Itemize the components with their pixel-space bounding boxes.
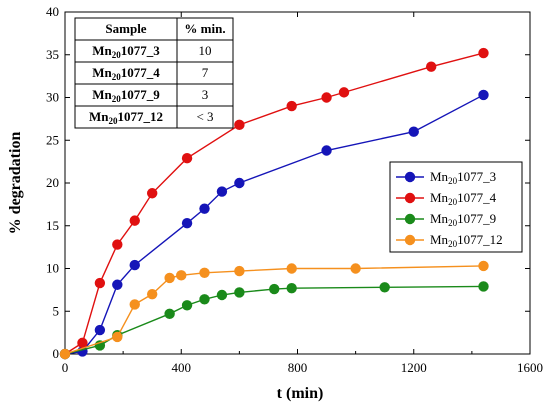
x-tick-label: 1200 — [401, 360, 427, 375]
data-point — [59, 348, 71, 360]
table-value-cell: 3 — [202, 87, 209, 102]
data-point — [199, 203, 210, 214]
y-axis-title: % degradation — [7, 132, 24, 235]
inset-table: Sample % min. Mn201077_3 10 Mn201077_4 7 Mn201… — [74, 17, 234, 129]
y-tick-label: 25 — [46, 132, 59, 147]
legend-label: Mn201077_9 — [430, 211, 496, 228]
data-point — [478, 281, 489, 292]
data-point — [478, 89, 489, 101]
table-sample-cell: Mn201077_3 — [92, 43, 160, 60]
legend-marker — [404, 213, 416, 225]
y-tick-label: 15 — [46, 218, 59, 233]
y-tick-label: 0 — [53, 346, 60, 361]
data-point — [129, 215, 140, 226]
legend-label: Mn201077_4 — [430, 190, 497, 207]
data-point — [234, 265, 245, 277]
table-value-cell: < 3 — [196, 109, 213, 124]
data-point — [199, 267, 210, 278]
y-tick-label: 10 — [46, 261, 59, 276]
data-point — [181, 153, 193, 164]
legend-marker — [404, 192, 416, 204]
table-header-cell: % min. — [184, 21, 225, 36]
data-point — [112, 279, 123, 290]
data-point — [379, 282, 390, 293]
series-line — [64, 265, 484, 355]
data-point — [350, 263, 361, 274]
data-point — [181, 217, 193, 229]
data-point — [338, 87, 350, 98]
data-point — [94, 277, 106, 289]
data-point — [286, 263, 297, 274]
data-point — [216, 186, 228, 197]
data-point — [269, 283, 280, 295]
y-tick-label: 40 — [46, 4, 59, 19]
legend-label: Mn201077_12 — [430, 232, 503, 249]
data-point — [234, 287, 245, 298]
data-point — [94, 324, 106, 336]
x-tick-label: 1600 — [517, 360, 543, 375]
data-point — [478, 260, 489, 272]
y-tick-label: 35 — [46, 47, 59, 62]
data-point — [234, 119, 245, 131]
data-point — [176, 270, 187, 281]
table-header-cell: Sample — [105, 21, 146, 36]
table-sample-cell: Mn201077_12 — [89, 109, 163, 126]
series-1077_9 — [59, 281, 489, 360]
data-point — [146, 188, 158, 199]
series-1077_3 — [59, 89, 489, 360]
x-tick-label: 400 — [172, 360, 192, 375]
series-line — [64, 285, 484, 355]
data-point — [164, 308, 175, 320]
data-point — [286, 100, 297, 112]
data-point — [321, 145, 332, 156]
data-point — [181, 300, 193, 311]
table-frame — [74, 17, 234, 129]
legend-label: Mn201077_3 — [430, 169, 496, 186]
legend-marker — [404, 171, 416, 183]
data-point — [146, 288, 158, 300]
table-value-cell: 10 — [199, 43, 212, 58]
data-point — [129, 259, 140, 271]
x-tick-label: 0 — [62, 360, 69, 375]
data-point — [129, 299, 140, 310]
data-point — [199, 294, 210, 305]
data-point — [112, 239, 123, 250]
data-point — [478, 47, 489, 59]
y-tick-label: 30 — [46, 90, 59, 105]
table-sample-cell: Mn201077_9 — [92, 87, 160, 104]
data-point — [286, 282, 297, 294]
legend: Mn201077_3 Mn201077_4 Mn201077_9 Mn201077_1… — [389, 161, 523, 253]
table-value-cell: 7 — [202, 65, 209, 80]
table-sample-cell: Mn201077_4 — [92, 65, 160, 82]
data-point — [216, 289, 228, 301]
data-point — [425, 61, 437, 72]
data-point — [321, 92, 332, 103]
data-point — [408, 126, 419, 137]
series-1077_12 — [59, 260, 489, 360]
y-tick-label: 20 — [46, 175, 59, 190]
data-point — [112, 331, 123, 343]
data-point — [164, 272, 175, 284]
x-tick-label: 800 — [288, 360, 308, 375]
legend-marker — [404, 234, 416, 246]
x-axis-title: t (min) — [277, 385, 324, 402]
y-tick-label: 5 — [53, 303, 60, 318]
data-point — [234, 177, 245, 189]
data-point — [77, 337, 88, 349]
